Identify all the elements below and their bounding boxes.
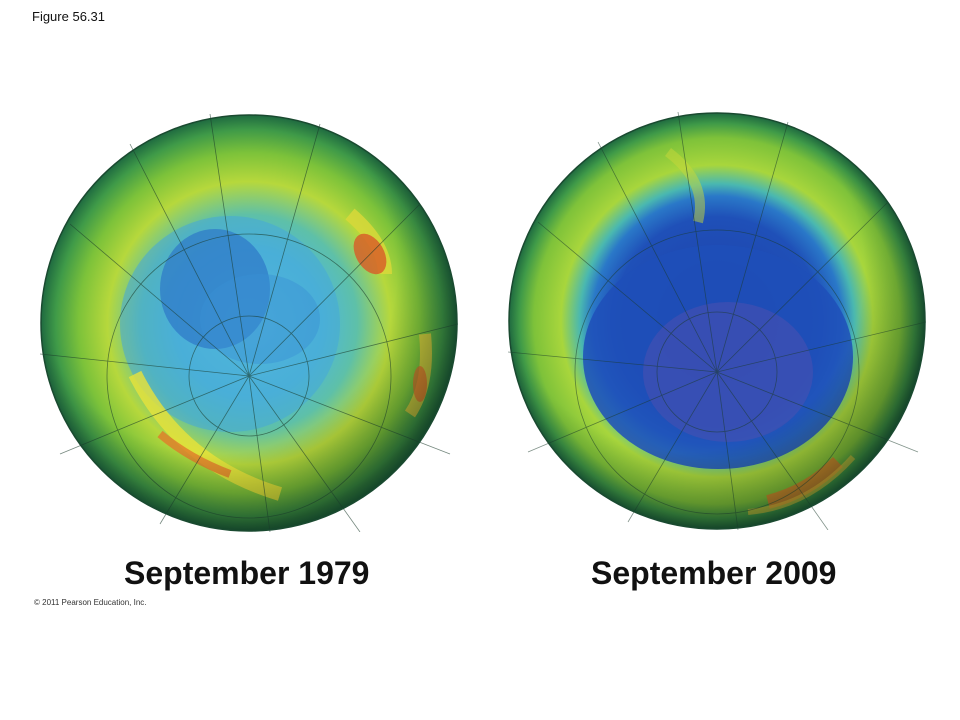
ozone-map-1979 bbox=[40, 114, 458, 532]
caption-september-1979: September 1979 bbox=[124, 555, 370, 591]
copyright-notice: © 2011 Pearson Education, Inc. bbox=[34, 598, 147, 607]
ozone-map-2009 bbox=[508, 112, 926, 530]
figure-label: Figure 56.31 bbox=[32, 9, 105, 24]
caption-september-2009: September 2009 bbox=[591, 555, 837, 591]
